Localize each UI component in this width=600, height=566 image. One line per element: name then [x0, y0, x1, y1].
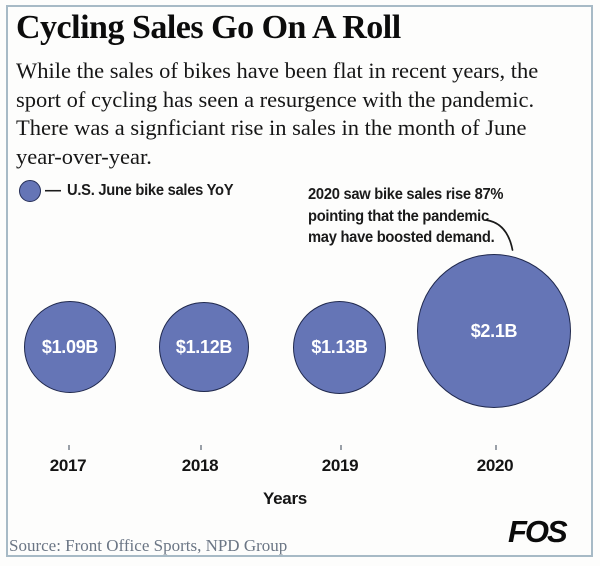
legend-dash: —	[45, 182, 61, 199]
x-tick-mark	[200, 445, 202, 450]
subtitle-line: sport of cycling has seen a resurgence w…	[16, 86, 535, 112]
source-attribution: Source: Front Office Sports, NPD Group	[9, 536, 288, 555]
fos-logo: FOS	[508, 514, 568, 549]
x-tick-label-2020: 2020	[476, 456, 514, 475]
bubble-2019: $1.13B	[293, 301, 386, 394]
annotation-line: 2020 saw bike sales rise 87%	[308, 186, 504, 203]
annotation-line: pointing that the pandemic	[308, 207, 489, 225]
x-tick-mark	[495, 445, 497, 450]
x-tick-label-2017: 2017	[49, 456, 87, 475]
legend-bubble-icon	[19, 180, 41, 202]
bubble-2018: $1.12B	[159, 302, 249, 392]
x-tick-mark	[68, 445, 70, 450]
subtitle-line: year-over-year.	[16, 143, 152, 169]
annotation-line: may have boosted demand.	[308, 229, 495, 246]
bubble-value-label: $1.12B	[175, 336, 233, 357]
x-tick-label-2018: 2018	[181, 456, 219, 475]
subtitle-line: There was a signficiant rise in sales in…	[16, 115, 527, 140]
annotation-2020: 2020 saw bike sales rise 87% pointing th…	[308, 184, 504, 249]
subtitle-line: While the sales of bikes have been flat …	[16, 58, 539, 83]
x-tick-mark	[340, 445, 342, 450]
bubble-2017: $1.09B	[24, 301, 116, 393]
legend-label: U.S. June bike sales YoY	[67, 182, 234, 199]
bubble-value-label: $1.13B	[311, 337, 368, 357]
bubble-2020: $2.1B	[417, 254, 571, 408]
legend: — U.S. June bike sales YoY	[19, 180, 248, 202]
bubble-value-label: $1.09B	[41, 336, 99, 357]
bubble-value-label: $2.1B	[470, 320, 518, 341]
x-tick-label-2019: 2019	[321, 456, 359, 475]
x-axis-title: Years	[263, 489, 307, 508]
chart-subtitle: While the sales of bikes have been flat …	[16, 57, 538, 171]
chart-title: Cycling Sales Go On A Roll	[16, 9, 401, 46]
